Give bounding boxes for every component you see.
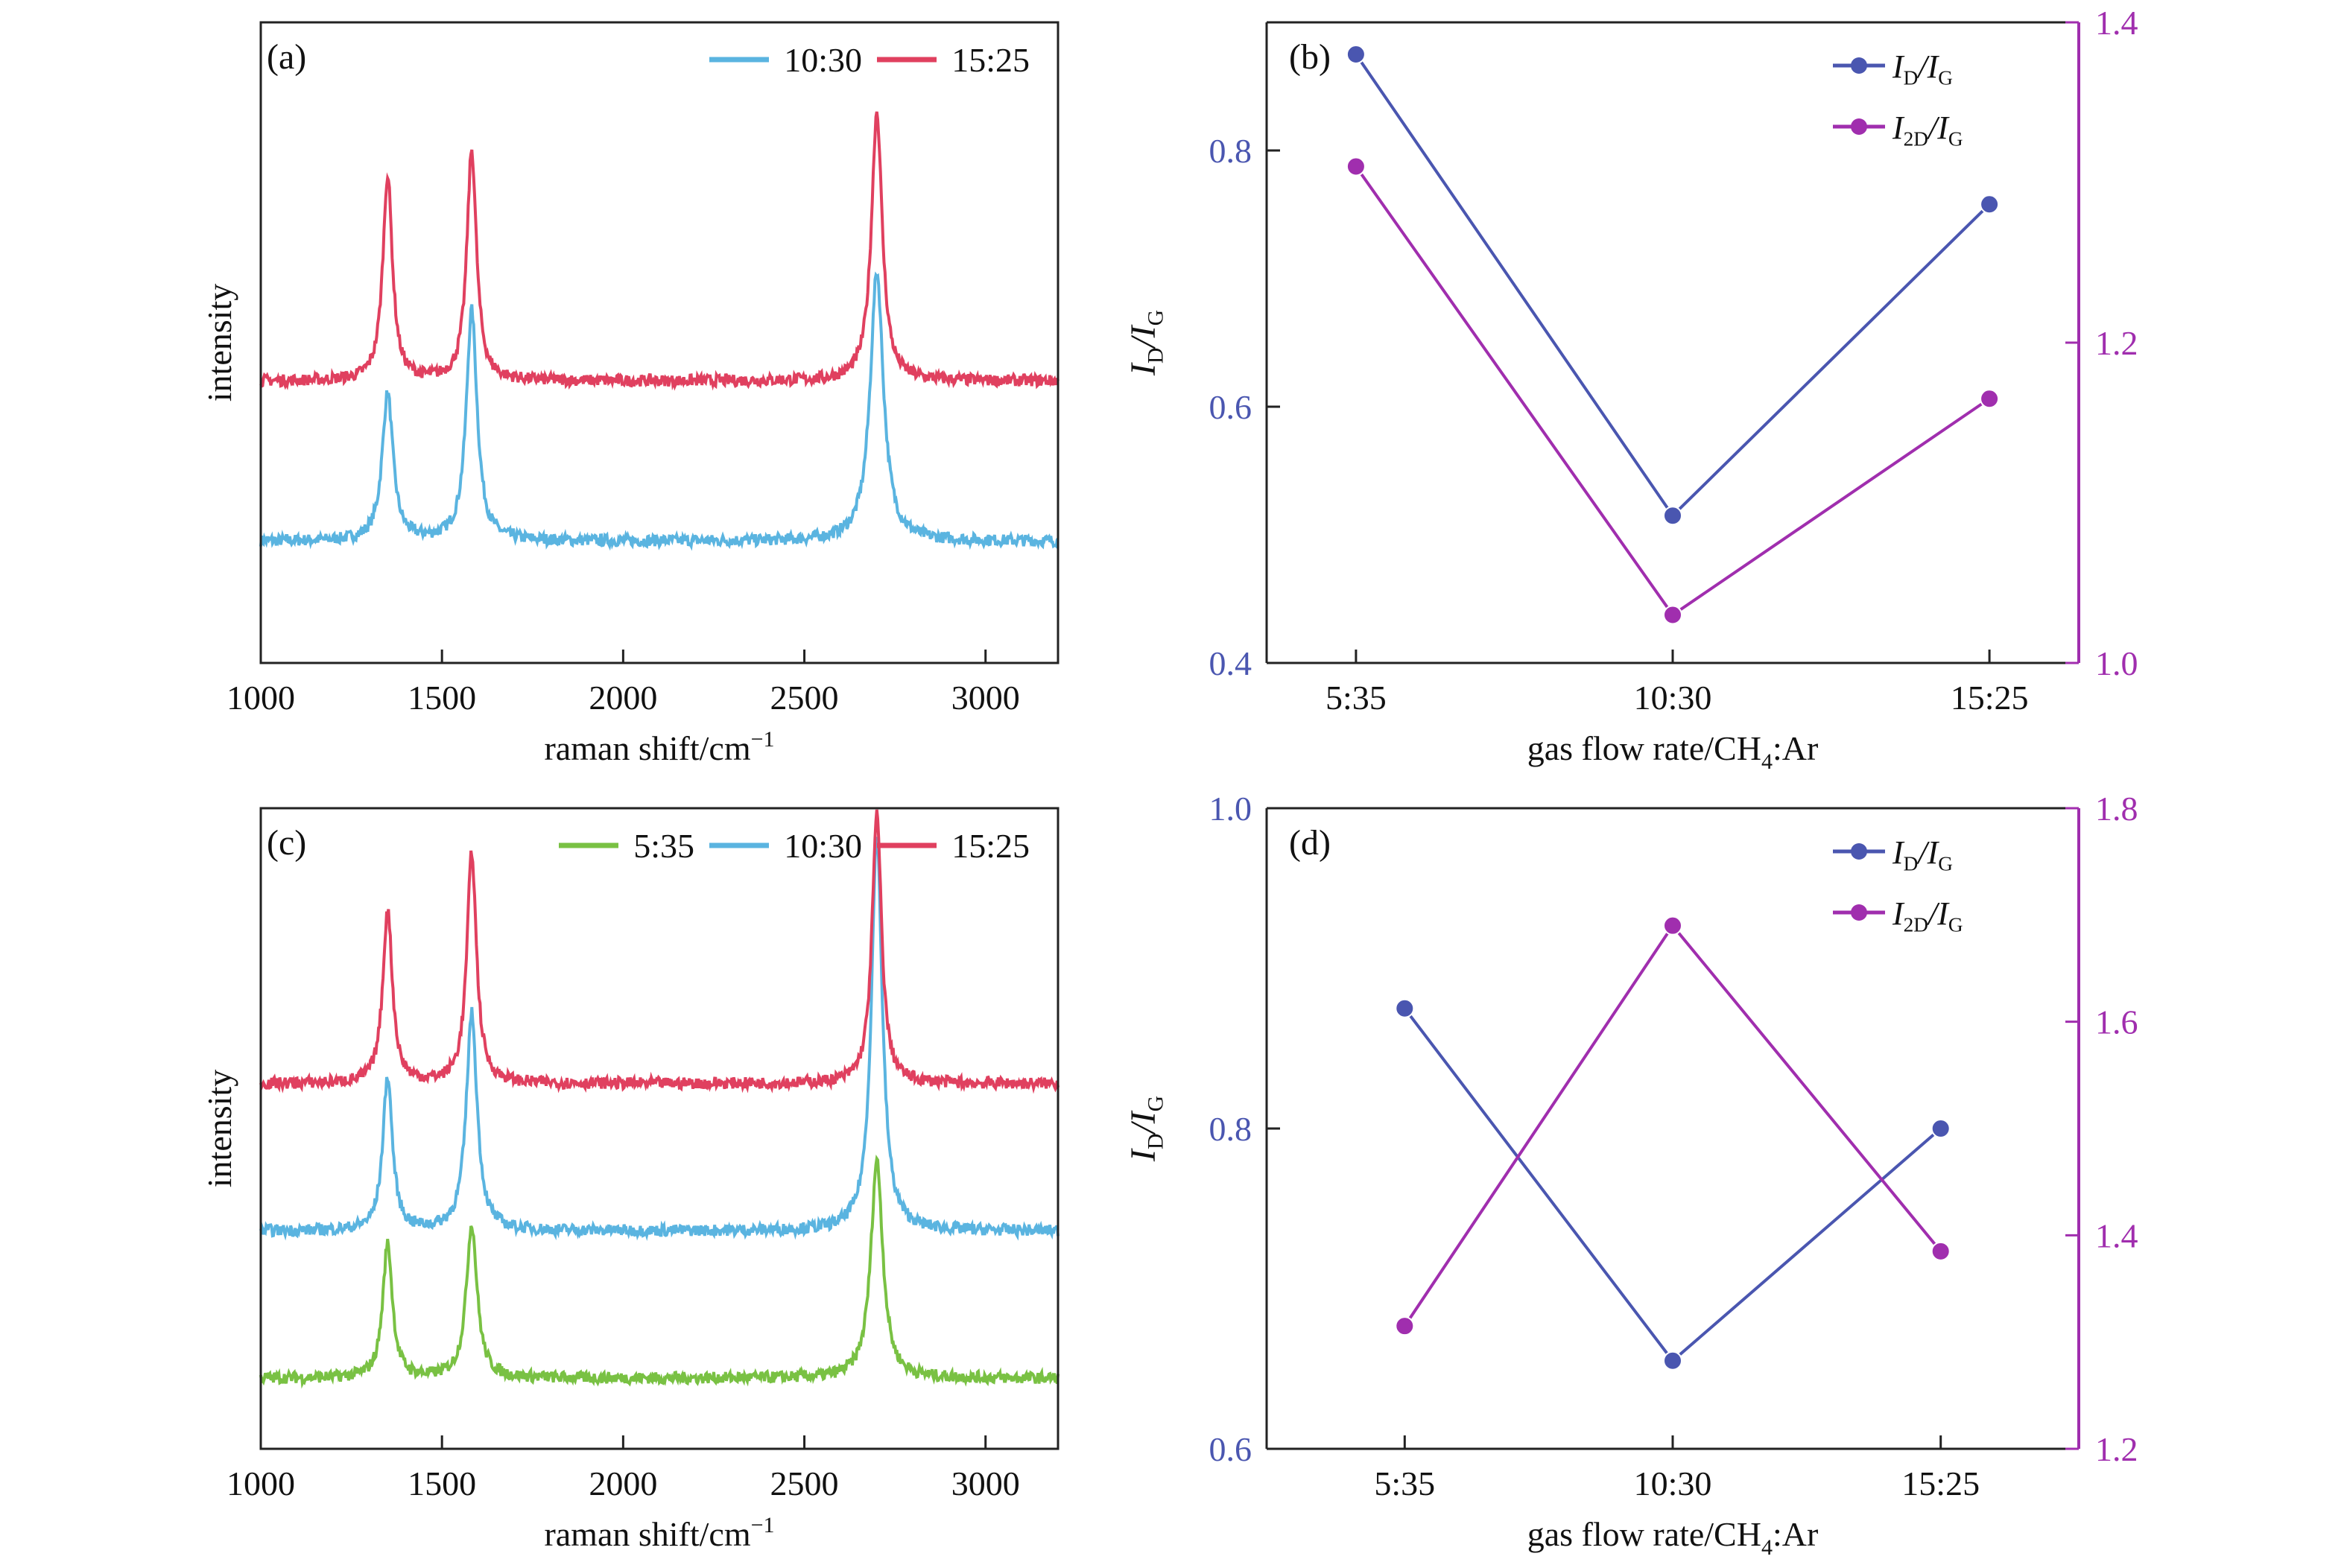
- y-axis-label: ID/IG: [1124, 310, 1168, 376]
- legend-label: 10:30: [784, 41, 862, 79]
- legend-label: ID/IG: [1892, 834, 1953, 875]
- x-tick-label: 1500: [408, 1464, 476, 1502]
- panel-d: 0.6 0.8 1.0 1.2 1.4 1.6 1.8 5:35 10:30 15:25 (d) ID…: [1124, 790, 2138, 1560]
- x-tick-label: 2500: [770, 1464, 839, 1502]
- x-tick-label: 1000: [227, 679, 295, 717]
- data-point: [1663, 605, 1682, 625]
- y-axis-label: ID/IG: [1124, 1096, 1168, 1162]
- y-axis-label: intensity: [200, 1070, 238, 1187]
- y-left-tick-label: 0.6: [1209, 1430, 1252, 1468]
- panel-label: (c): [267, 823, 306, 863]
- x-tick-label: 1000: [227, 1464, 295, 1502]
- series-line-15-25: [259, 111, 1060, 391]
- data-point: [1395, 1316, 1415, 1336]
- series-line-10-30: [259, 271, 1060, 551]
- legend-label: 5:35: [633, 827, 694, 865]
- series-line-15-25: [259, 809, 1060, 1094]
- data-point: [1663, 1350, 1682, 1371]
- panel-c: 1000 1500 2000 2500 3000 (c) raman shift/cm−1 i…: [200, 807, 1060, 1553]
- data-point: [1931, 1241, 1951, 1261]
- data-point: [1395, 998, 1415, 1018]
- data-point: [1931, 1119, 1951, 1138]
- legend-marker: [1851, 57, 1867, 74]
- x-tick-label: 15:25: [1951, 679, 2029, 717]
- panel-label: (a): [267, 37, 306, 77]
- legend-label: I2D/IG: [1892, 109, 1963, 150]
- series-line-5-35: [259, 1155, 1060, 1389]
- y-right-tick-label: 1.6: [2095, 1003, 2138, 1041]
- y-axis-label: intensity: [200, 284, 238, 401]
- x-tick-label: 15:25: [1901, 1464, 1980, 1502]
- series-line: [1403, 923, 1942, 1327]
- x-tick-label: 2000: [589, 1464, 657, 1502]
- panel-a: 1000 1500 2000 2500 3000 (a) raman shift/cm−1 i…: [200, 21, 1060, 767]
- x-axis-label: gas flow rate/CH4:Ar: [1527, 729, 1819, 774]
- legend-label: 15:25: [951, 827, 1030, 865]
- legend-label: 15:25: [951, 41, 1030, 79]
- data-point: [1980, 194, 2000, 215]
- x-tick-label: 3000: [951, 1464, 1020, 1502]
- legend-marker: [1851, 904, 1867, 921]
- y-left-tick-label: 0.8: [1209, 1110, 1252, 1148]
- x-axis-label: raman shift/cm−1: [544, 1513, 774, 1553]
- panel-b: 0.4 0.6 0.8 1.0 1.2 1.4 5:35 10:30 15:25 (b) ID/IG…: [1124, 4, 2138, 774]
- panel-label: (d): [1289, 823, 1331, 863]
- legend-label: 10:30: [784, 827, 862, 865]
- x-tick-label: 10:30: [1634, 1464, 1712, 1502]
- series-line: [1403, 1007, 1942, 1363]
- data-point: [1663, 506, 1682, 526]
- series-line-10-30: [259, 837, 1060, 1241]
- x-tick-label: 2000: [589, 679, 657, 717]
- y-right-tick-label: 1.8: [2095, 790, 2138, 828]
- panel-label: (b): [1289, 37, 1331, 77]
- y-right-tick-label: 1.4: [2095, 1216, 2138, 1254]
- legend-label: ID/IG: [1892, 48, 1953, 89]
- x-tick-label: 5:35: [1325, 679, 1387, 717]
- x-axis-label: gas flow rate/CH4:Ar: [1527, 1515, 1819, 1560]
- series-line: [1355, 165, 1991, 618]
- x-tick-label: 1500: [408, 679, 476, 717]
- data-point: [1663, 915, 1682, 936]
- y-left-tick-label: 0.8: [1209, 132, 1252, 170]
- x-tick-label: 2500: [770, 679, 839, 717]
- y-right-tick-label: 1.2: [2095, 1430, 2138, 1468]
- x-axis-label: raman shift/cm−1: [544, 727, 774, 767]
- y-right-tick-label: 1.2: [2095, 324, 2138, 362]
- plot-frame: [259, 21, 1060, 664]
- plot-frame: [259, 807, 1060, 1450]
- y-left-tick-label: 1.0: [1209, 790, 1252, 828]
- y-left-tick-label: 0.6: [1209, 388, 1252, 426]
- data-point: [1346, 45, 1366, 64]
- x-tick-label: 5:35: [1374, 1464, 1435, 1502]
- legend-marker: [1851, 118, 1867, 135]
- data-point: [1346, 156, 1366, 177]
- x-tick-label: 10:30: [1634, 679, 1712, 717]
- legend-marker: [1851, 843, 1867, 860]
- y-left-tick-label: 0.4: [1209, 644, 1252, 682]
- legend-label: I2D/IG: [1892, 895, 1963, 936]
- data-point: [1980, 389, 2000, 409]
- x-tick-label: 3000: [951, 679, 1020, 717]
- y-right-tick-label: 1.4: [2095, 4, 2138, 42]
- y-right-tick-label: 1.0: [2095, 644, 2138, 682]
